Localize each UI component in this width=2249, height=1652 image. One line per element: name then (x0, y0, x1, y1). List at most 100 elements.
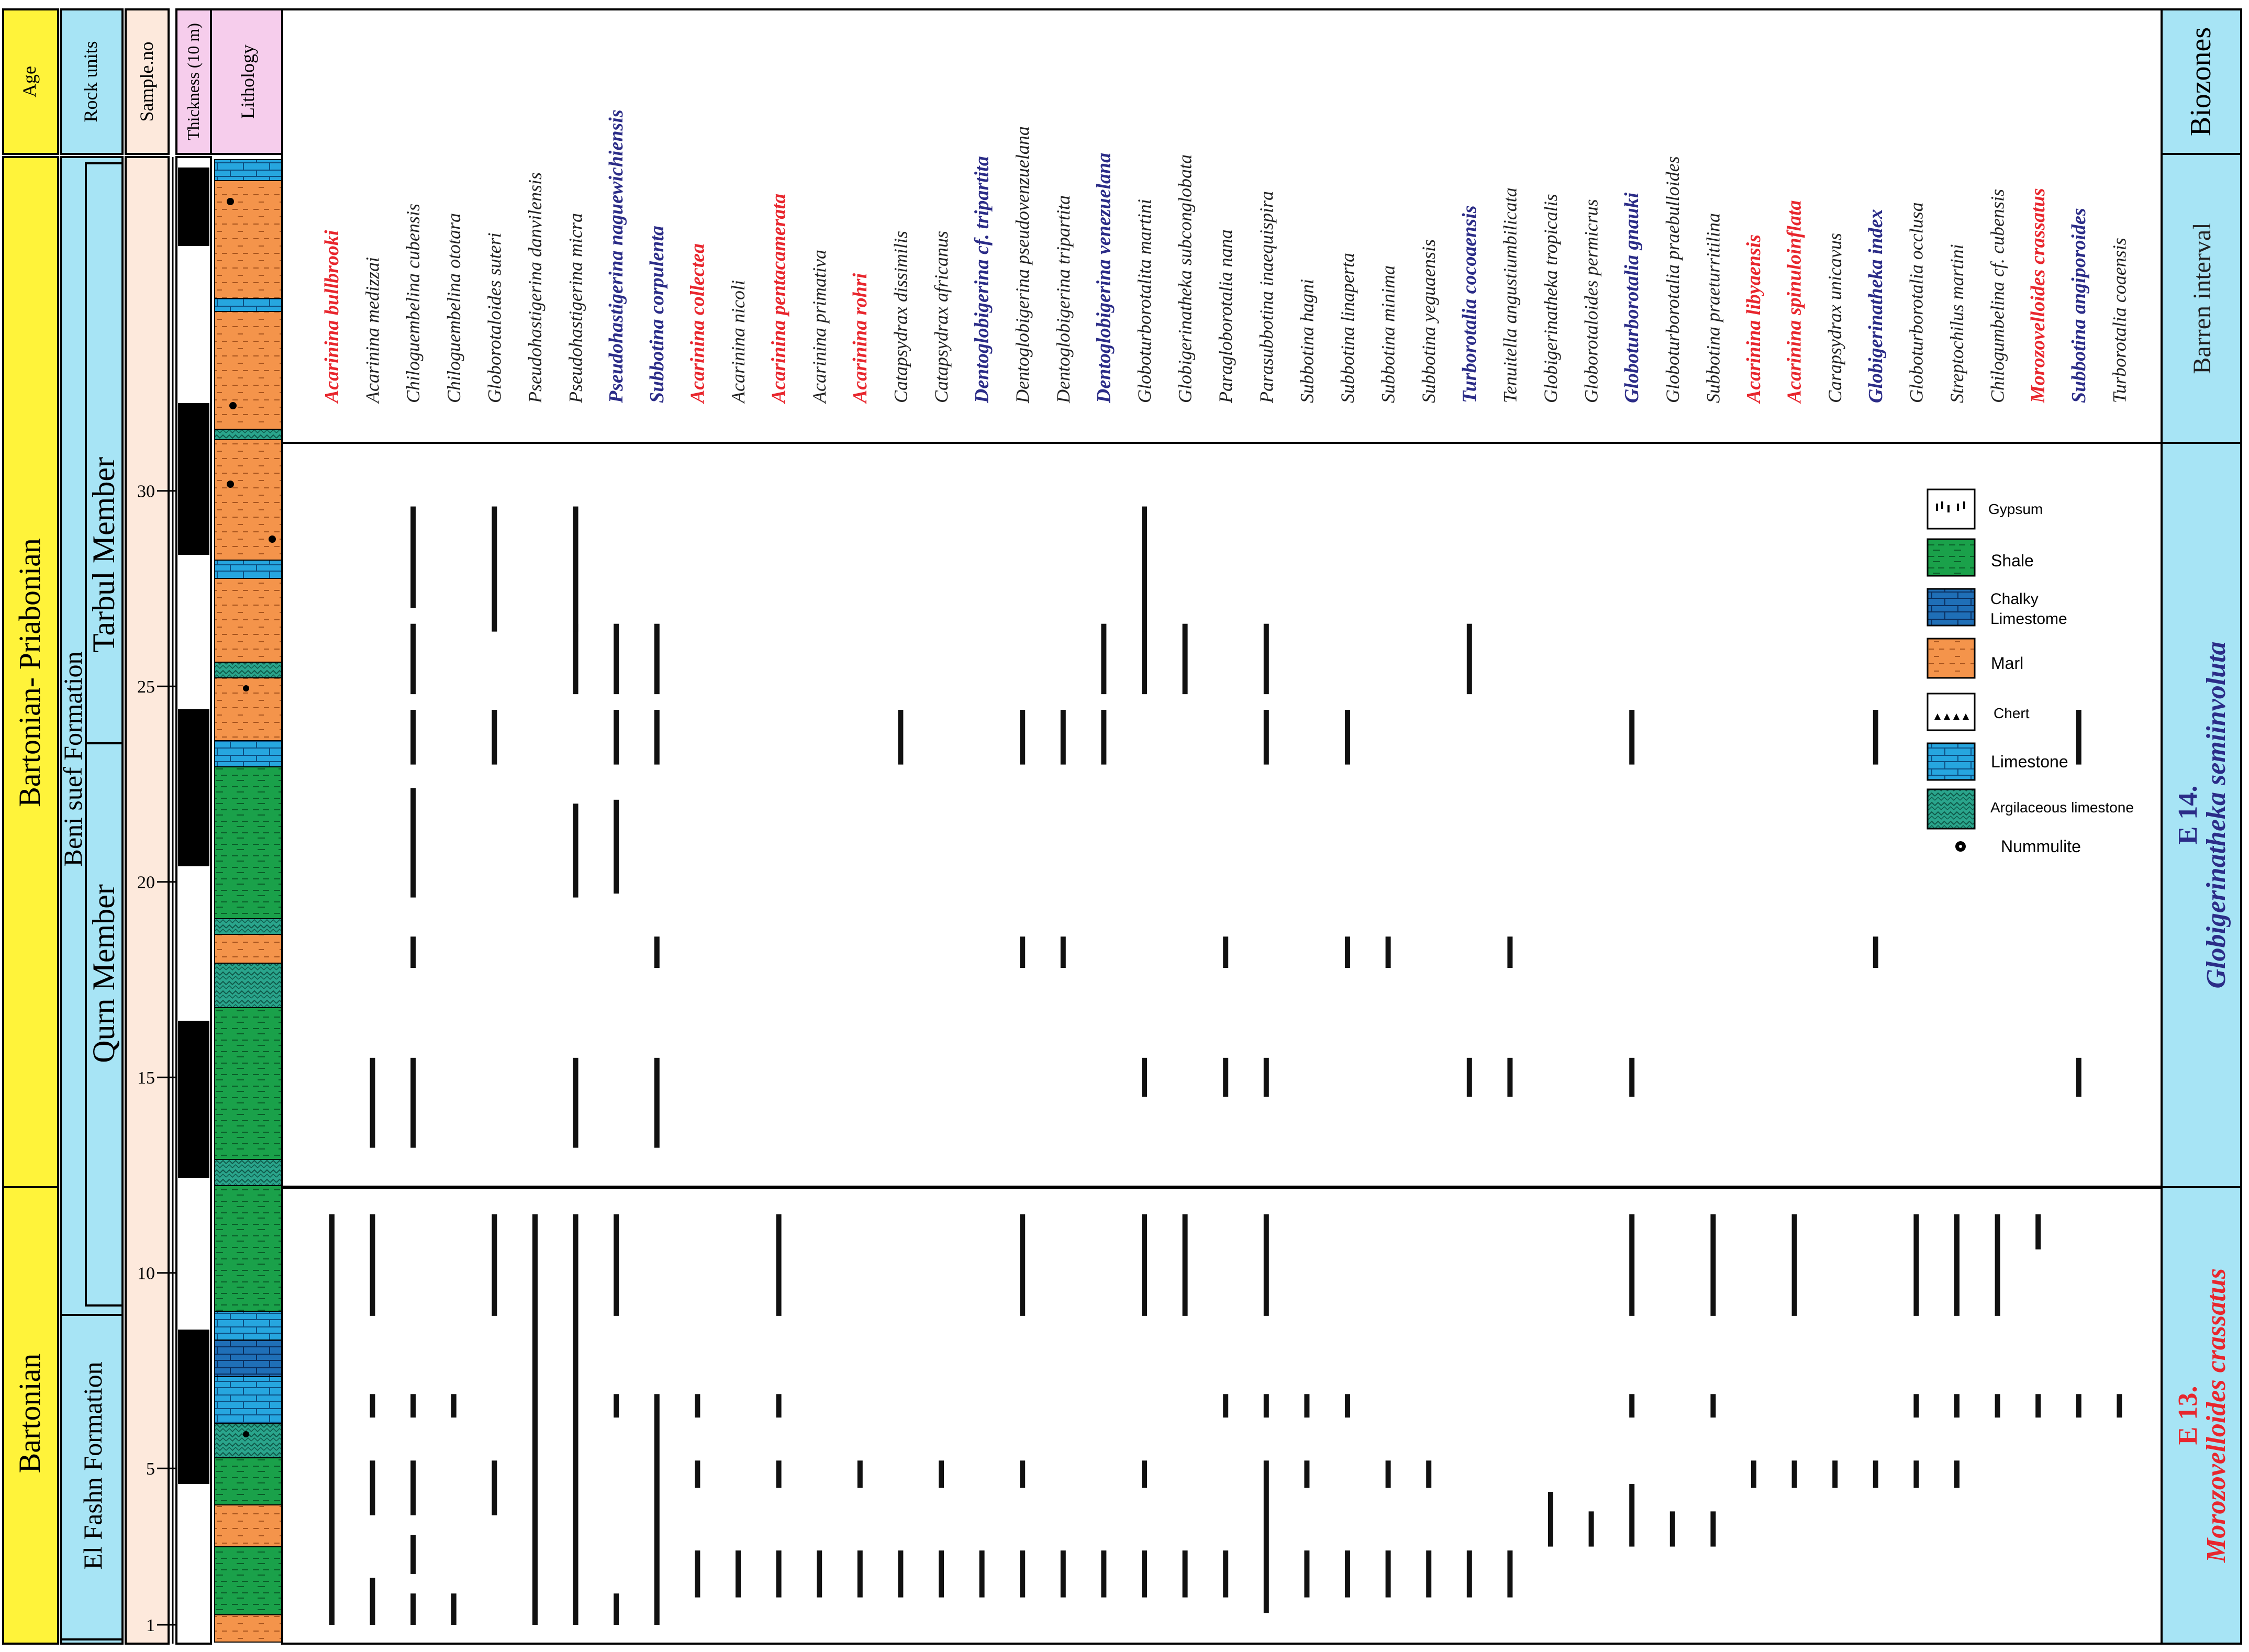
range-bar (1466, 1550, 1472, 1598)
range-bar (1629, 1484, 1635, 1547)
range-bar (410, 623, 416, 695)
range-bar (939, 1550, 944, 1598)
range-bar (1710, 1214, 1716, 1316)
range-bar (1548, 1492, 1553, 1547)
range-bar (1142, 623, 1147, 695)
range-bar (2035, 1214, 2041, 1249)
range-bar (1385, 1550, 1391, 1598)
legend-chalky: Chalky Limestome (1927, 588, 2067, 628)
rock-units-header (60, 8, 124, 155)
range-bar (1020, 1214, 1026, 1316)
species-name: Turborotalia cocoaensis (1458, 205, 1480, 403)
species-name: Dentoglobigerina tripartita (1053, 195, 1074, 404)
species-name: Chilogumbelina cf. cubensis (1987, 189, 2008, 403)
range-bar (410, 788, 416, 898)
range-bar (1142, 1550, 1147, 1598)
range-area (281, 442, 2163, 1645)
age-header-text: Age (19, 66, 40, 97)
range-bar (1345, 1394, 1350, 1418)
sample-tick-label: 20 (137, 873, 155, 892)
species-name: Carapsydrax unicavus (1824, 233, 1845, 403)
range-bar (410, 506, 416, 608)
range-bar (1466, 623, 1472, 695)
biozones-header (2161, 8, 2242, 155)
legend-argillaceous-label: Argilaceous limestone (1990, 799, 2134, 816)
range-bar (1629, 1394, 1635, 1418)
range-bar (1791, 1460, 1797, 1488)
range-bar (898, 1550, 904, 1598)
species-name: Acarinina nicoli (728, 280, 749, 404)
sample-tick-label: 1 (146, 1616, 155, 1635)
range-bar (1345, 936, 1350, 968)
member-tarbul: Tarbul Member (86, 457, 121, 653)
age-column-upper (2, 156, 59, 1188)
range-bar (2117, 1394, 2122, 1418)
legend-chert: Chert (1927, 693, 2030, 731)
range-bar (898, 710, 904, 765)
range-bar (1507, 936, 1513, 968)
range-bar (1060, 710, 1066, 765)
range-bar (1101, 1550, 1107, 1598)
range-bar (1791, 1214, 1797, 1316)
range-bar (1263, 1394, 1269, 1418)
el-fashn-box (60, 1314, 124, 1640)
range-bar (1954, 1394, 1959, 1418)
range-bar (2076, 1394, 2081, 1418)
range-bar (2035, 1394, 2041, 1418)
species-name: Dentoglobigerina venezuelana (1093, 153, 1115, 404)
species-name: Acarinina pentacamerata (768, 194, 790, 404)
biozone-e14-box (2161, 442, 2242, 1188)
range-bar (1873, 1460, 1878, 1488)
legend-chalky-label-2: Limestome (1990, 610, 2067, 628)
range-bar (979, 1550, 985, 1598)
biozone-e13-line1: E 13. (2173, 1386, 2203, 1445)
species-name: Subbotina praeturritilina (1702, 213, 1723, 403)
range-bar (573, 1214, 578, 1625)
range-bar (1345, 1550, 1350, 1598)
thickness-blocks (178, 168, 209, 1484)
species-name: Globoturborotalia praebulloides (1662, 156, 1683, 403)
species-name: Subbotina yeguaensis (1418, 239, 1439, 403)
range-bar (410, 1593, 416, 1625)
range-bar (736, 1550, 741, 1598)
species-name: Globorotaloides permicrus (1581, 199, 1602, 403)
range-bar (1832, 1460, 1838, 1488)
species-name: Catapsydrax africanus (931, 231, 952, 403)
range-bar (1182, 1214, 1188, 1316)
range-bar (1263, 710, 1269, 765)
sample-tick-label: 5 (146, 1459, 155, 1479)
range-bar (573, 506, 578, 632)
age-label-upper: Bartonian- Priabonian (13, 538, 47, 807)
species-name: Pseudohastigerina danvilensis (525, 172, 545, 404)
legend: Gypsum Shale Chalky Limestome Marl Chert… (1927, 488, 2134, 856)
species-name: Acarinina collectea (686, 243, 708, 404)
range-bar (370, 1578, 375, 1625)
beni-suef-box (85, 162, 124, 1307)
range-bar (492, 1214, 497, 1316)
range-bar (1466, 1057, 1472, 1097)
lithology-header-text: Lithology (237, 44, 258, 119)
biozones-header-text: Biozones (2185, 27, 2217, 136)
range-bar (1669, 1511, 1675, 1547)
biozone-e14-line2: Globigerinatheka semiinvoluta (2201, 641, 2231, 988)
range-bar (1588, 1511, 1594, 1547)
species-name: Catapsydrax dissimilis (890, 231, 911, 403)
species-name: Acarinina bullbrooki (321, 230, 343, 404)
age-column-lower (2, 1186, 59, 1645)
legend-shale: Shale (1927, 538, 2034, 577)
age-header (2, 8, 59, 155)
legend-chert-label: Chert (1994, 705, 2030, 721)
species-name: Turborotalia coaensis (2109, 238, 2130, 403)
biozone-barren-box (2161, 153, 2242, 444)
range-bar (410, 1460, 416, 1515)
species-name: Acarinina medizzai (362, 257, 383, 404)
species-name: Subbotina minima (1378, 265, 1399, 403)
species-name: Chiloguembelina ototara (443, 213, 464, 403)
range-bar (573, 623, 578, 695)
range-bar (1873, 710, 1878, 765)
legend-limestone-label: Limestone (1991, 752, 2068, 771)
sample-column (125, 156, 170, 1645)
range-bar (573, 1057, 578, 1148)
range-bar (1101, 623, 1107, 695)
